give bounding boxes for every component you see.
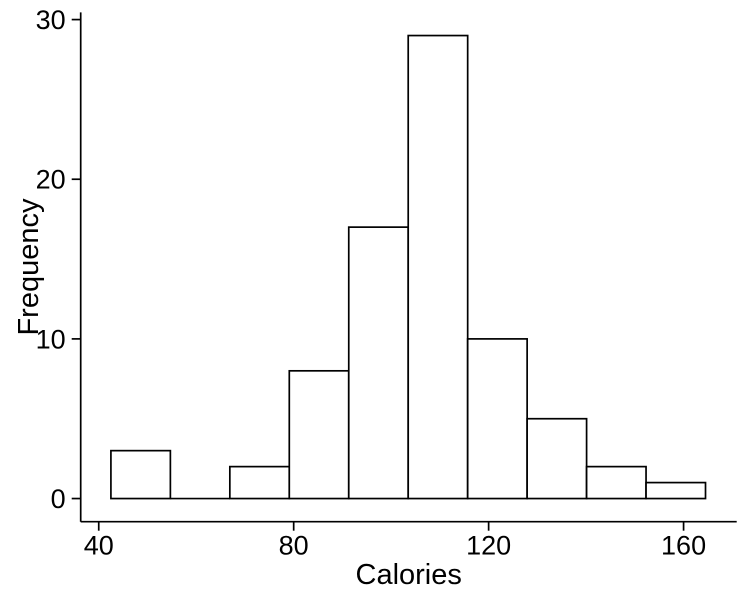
axes-layer: 0 10 20 30 40 80 120 160 <box>36 5 737 561</box>
bars-layer <box>110 34 707 500</box>
y-tick-label: 10 <box>36 324 66 354</box>
histogram-bar <box>110 449 172 500</box>
histogram-bar <box>288 369 350 500</box>
histogram-bar <box>466 338 528 500</box>
y-tick-label: 0 <box>51 484 66 514</box>
histogram-bar <box>228 465 291 500</box>
x-tick-label: 80 <box>279 531 309 561</box>
histogram-bar <box>347 226 410 500</box>
x-tick-label: 40 <box>84 531 114 561</box>
y-tick-label: 30 <box>36 5 66 35</box>
x-axis-title: Calories <box>356 559 462 591</box>
histogram-bar <box>645 481 707 500</box>
histogram-bar <box>407 34 469 500</box>
histogram-bar <box>526 417 588 500</box>
histogram-bar <box>585 465 647 500</box>
x-tick-label: 120 <box>466 531 511 561</box>
y-axis-title: Frequency <box>13 198 45 336</box>
x-tick-label: 160 <box>661 531 706 561</box>
y-tick-label: 20 <box>36 165 66 195</box>
